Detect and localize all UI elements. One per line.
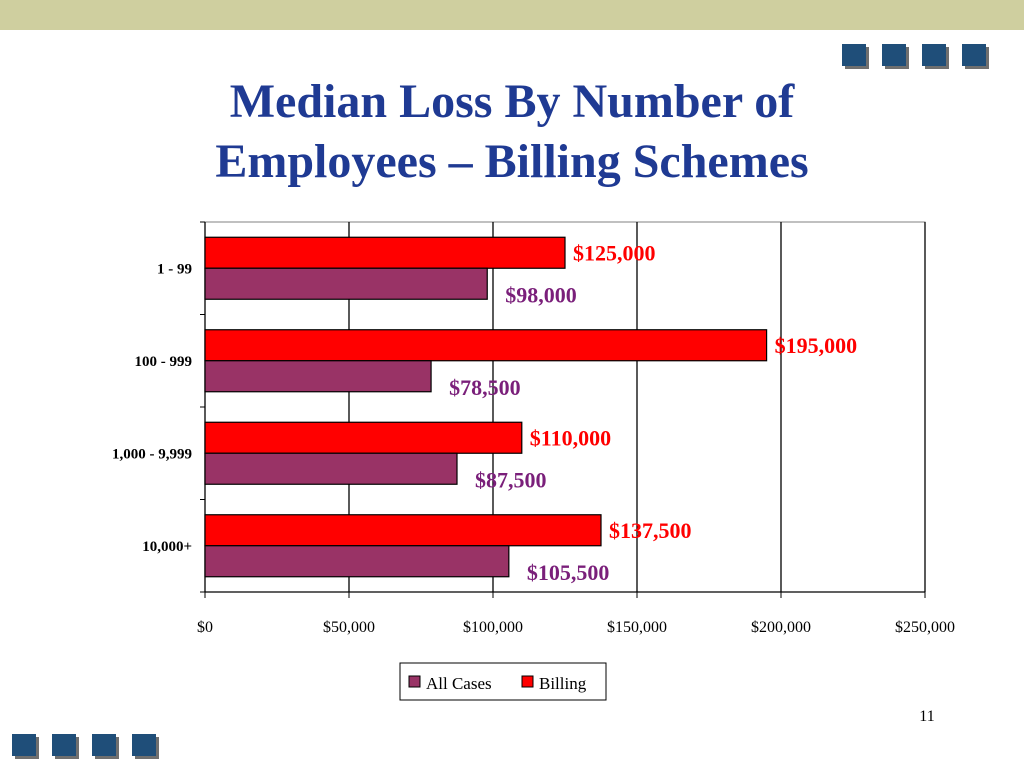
y-category-label: 1,000 - 9,999 xyxy=(112,446,192,462)
bar-all-cases xyxy=(204,452,458,485)
data-label-billing: $137,500 xyxy=(609,518,692,543)
data-label-all-cases: $98,000 xyxy=(505,282,577,307)
bar-billing xyxy=(204,329,768,362)
x-tick-label: $150,000 xyxy=(607,619,667,636)
legend-box xyxy=(399,662,607,701)
square-icon xyxy=(92,734,116,756)
legend-swatch xyxy=(408,675,421,688)
legend: All Cases Billing xyxy=(399,662,607,701)
legend-label: All Cases xyxy=(426,674,492,693)
data-label-billing: $195,000 xyxy=(775,333,858,358)
title-line-1: Median Loss By Number of xyxy=(229,75,795,128)
x-tick-label: $250,000 xyxy=(895,619,955,636)
bar-billing xyxy=(204,421,523,454)
legend-label: Billing xyxy=(539,674,587,693)
square-icon xyxy=(132,734,156,756)
bar-all-cases xyxy=(204,267,488,300)
y-category-label: 10,000+ xyxy=(142,539,192,555)
bar-billing xyxy=(204,236,566,269)
data-label-billing: $110,000 xyxy=(530,425,611,450)
page-number: 11 xyxy=(919,708,935,725)
data-label-billing: $125,000 xyxy=(573,240,656,265)
y-category-label: 100 - 999 xyxy=(135,354,193,370)
data-label-all-cases: $87,500 xyxy=(475,467,547,492)
x-tick-label: $200,000 xyxy=(751,619,811,636)
square-icon xyxy=(842,44,866,66)
y-category-label: 1 - 99 xyxy=(157,261,192,277)
data-label-all-cases: $78,500 xyxy=(449,375,520,400)
legend-swatch xyxy=(521,675,534,688)
square-icon xyxy=(52,734,76,756)
data-label-all-cases: $105,500 xyxy=(527,560,610,585)
bar-all-cases xyxy=(204,360,432,393)
x-tick-label: $0 xyxy=(197,619,213,636)
square-icon xyxy=(922,44,946,66)
bar-all-cases xyxy=(204,545,510,578)
bar-billing xyxy=(204,514,602,547)
decorative-squares-bottom-left xyxy=(12,734,156,756)
square-icon xyxy=(962,44,986,66)
x-tick-label: $100,000 xyxy=(463,619,523,636)
decorative-squares-top-right xyxy=(842,44,986,66)
title-line-2: Employees – Billing Schemes xyxy=(215,135,809,188)
square-icon xyxy=(882,44,906,66)
top-band xyxy=(0,0,1024,30)
square-icon xyxy=(12,734,36,756)
page-title: Median Loss By Number of Employees – Bil… xyxy=(0,72,1024,192)
x-tick-label: $50,000 xyxy=(323,619,375,636)
